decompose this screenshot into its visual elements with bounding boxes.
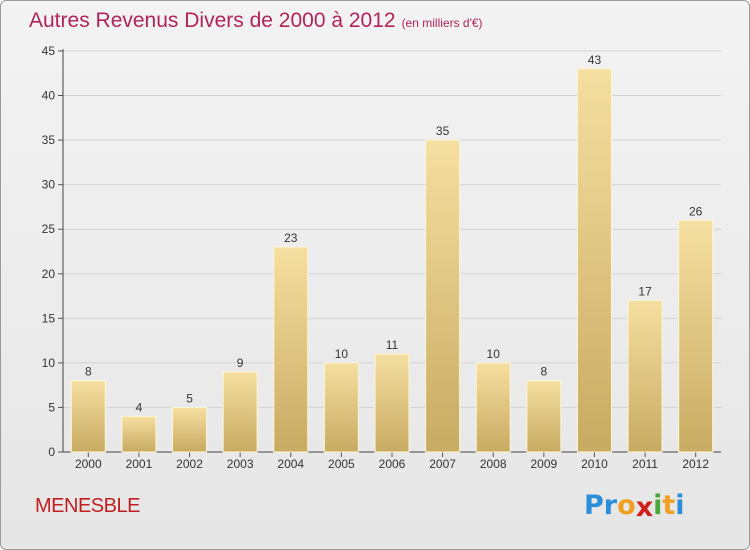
bar-2007[interactable] xyxy=(425,139,461,453)
data-label: 8 xyxy=(541,365,548,379)
bars xyxy=(70,68,714,453)
bar-2003[interactable] xyxy=(222,371,258,453)
data-label: 8 xyxy=(85,365,92,379)
x-tick-label: 2004 xyxy=(277,457,304,471)
y-tick-label: 0 xyxy=(48,445,55,459)
bar-2009[interactable] xyxy=(526,380,562,453)
logo-letter: r xyxy=(603,490,618,521)
bar-2002[interactable] xyxy=(172,406,208,453)
x-tick-label: 2003 xyxy=(227,457,254,471)
data-label: 10 xyxy=(487,347,501,361)
bar-2000[interactable] xyxy=(70,380,106,453)
bar-2012[interactable] xyxy=(678,219,714,453)
data-label: 5 xyxy=(186,391,193,405)
logo-letter: t xyxy=(662,490,676,521)
x-tick-label: 2006 xyxy=(379,457,406,471)
chart-title-text: Autres Revenus Divers de 2000 à 2012 xyxy=(29,9,396,32)
chart-subtitle: (en milliers d'€) xyxy=(401,16,483,30)
x-tick-label: 2002 xyxy=(176,457,203,471)
bar-2004[interactable] xyxy=(273,246,309,453)
data-label: 23 xyxy=(284,231,298,245)
logo-letter: i xyxy=(653,490,663,521)
data-label: 35 xyxy=(436,124,450,138)
x-tick-label: 2000 xyxy=(75,457,102,471)
y-tick-label: 30 xyxy=(42,178,56,192)
y-tick-label: 40 xyxy=(42,89,56,103)
x-tick-label: 2001 xyxy=(126,457,153,471)
data-label: 17 xyxy=(638,285,652,299)
x-tick-label: 2009 xyxy=(530,457,557,471)
data-label: 4 xyxy=(136,400,143,414)
data-label: 26 xyxy=(689,204,703,218)
y-tick-label: 35 xyxy=(42,133,56,147)
place-name: MENESBLE xyxy=(35,495,140,517)
y-tick-label: 20 xyxy=(42,267,56,281)
bar-2010[interactable] xyxy=(576,68,612,453)
bar-2001[interactable] xyxy=(121,415,157,453)
data-label: 43 xyxy=(588,53,602,67)
x-tick-label: 2012 xyxy=(682,457,709,471)
proxiti-logo[interactable]: Proxiti xyxy=(584,490,685,523)
data-label: 11 xyxy=(386,338,399,352)
bar-2005[interactable] xyxy=(323,362,359,453)
y-tick-label: 10 xyxy=(42,356,56,370)
x-tick-label: 2010 xyxy=(581,457,608,471)
y-tick-label: 5 xyxy=(48,400,55,414)
y-tick-label: 25 xyxy=(42,222,56,236)
bar-2006[interactable] xyxy=(374,353,410,453)
y-tick-label: 45 xyxy=(42,44,56,58)
bar-2011[interactable] xyxy=(627,300,663,453)
data-label: 10 xyxy=(335,347,349,361)
data-labels: 8 4 5 9 23 10 11 35 10 8 43 17 26 xyxy=(85,53,703,415)
logo-letter: i xyxy=(675,490,685,521)
logo-letter: P xyxy=(584,490,604,521)
x-tick-label: 2008 xyxy=(480,457,507,471)
x-tick-label: 2011 xyxy=(632,457,658,471)
x-tick-label: 2005 xyxy=(328,457,355,471)
y-tick-label: 15 xyxy=(42,311,56,325)
logo-letter: o xyxy=(617,490,636,521)
chart-title: Autres Revenus Divers de 2000 à 2012 (en … xyxy=(29,9,483,33)
data-label: 9 xyxy=(237,356,244,370)
bar-2008[interactable] xyxy=(475,362,511,453)
x-tick-label: 2007 xyxy=(429,457,456,471)
logo-letter: x xyxy=(635,492,654,523)
